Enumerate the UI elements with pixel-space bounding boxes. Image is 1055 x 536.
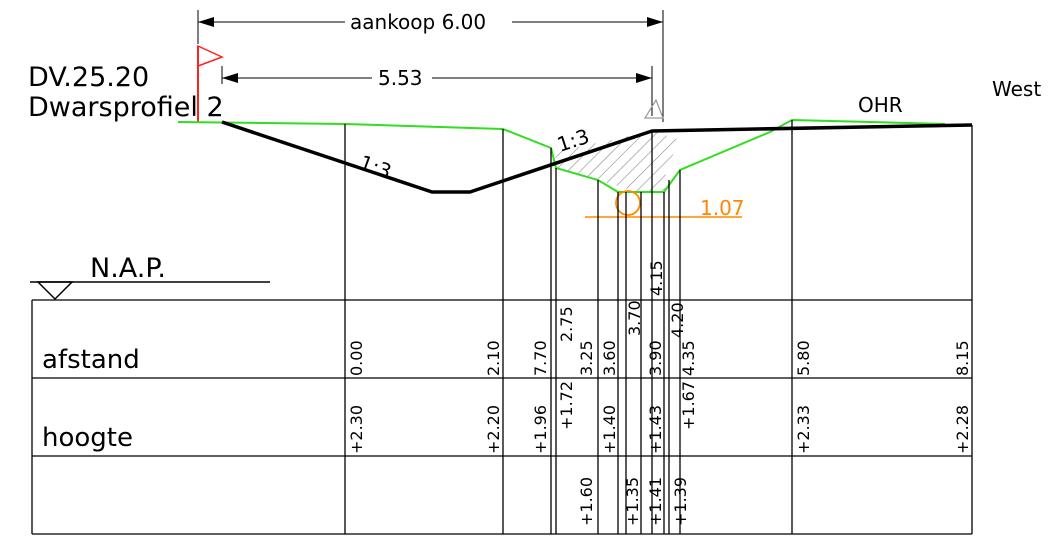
hoogte-value: +1.40 bbox=[600, 405, 619, 454]
dimension-inner: 5.53 bbox=[221, 66, 653, 116]
direction-label: West bbox=[992, 77, 1041, 101]
dimension-aankoop-label: aankoop 6.00 bbox=[350, 10, 486, 34]
afstand-value: 7.70 bbox=[531, 340, 550, 376]
hoogte-value: +2.33 bbox=[794, 405, 813, 454]
design-profile bbox=[221, 120, 973, 194]
hoogte-value: +2.28 bbox=[953, 405, 972, 454]
afstand-value: 8.15 bbox=[953, 340, 972, 376]
extra-value: +1.39 bbox=[671, 477, 690, 526]
afstand-value: 3.90 bbox=[646, 340, 665, 376]
nap-label: N.A.P. bbox=[90, 253, 166, 284]
row-label-hoogte: hoogte bbox=[42, 423, 133, 453]
afstand-value: 0.00 bbox=[347, 340, 366, 376]
afstand-value: 3.25 bbox=[577, 340, 596, 376]
level-marker-icon bbox=[643, 98, 664, 119]
afstand-value: 5.80 bbox=[794, 340, 813, 376]
dimension-aankoop: aankoop 6.00 bbox=[197, 10, 664, 122]
hoogte-value: +1.72 bbox=[557, 381, 576, 430]
extra-value: +1.41 bbox=[646, 477, 665, 526]
depth-marker-label: 1.07 bbox=[700, 196, 745, 220]
hoogte-value: +1.67 bbox=[679, 381, 698, 430]
fill-area bbox=[555, 131, 680, 193]
dimension-inner-label: 5.53 bbox=[378, 66, 423, 90]
afstand-value: 2.75 bbox=[557, 306, 576, 342]
hoogte-value: +2.20 bbox=[484, 405, 503, 454]
nap-datum: N.A.P. bbox=[30, 253, 270, 301]
extra-value: +1.60 bbox=[577, 477, 596, 526]
hoogte-value: +2.30 bbox=[347, 405, 366, 454]
afstand-value: 3.60 bbox=[600, 340, 619, 376]
profile-table bbox=[31, 299, 972, 535]
afstand-value: 3.70 bbox=[625, 300, 644, 336]
drawing-subtitle: Dwarsprofiel 2 bbox=[28, 92, 224, 123]
afstand-value: 4.20 bbox=[668, 302, 687, 338]
hoogte-value: +1.43 bbox=[646, 405, 665, 454]
flag-icon bbox=[197, 44, 224, 122]
afstand-value: 4.15 bbox=[647, 260, 666, 296]
drawing-code: DV.25.20 bbox=[28, 62, 149, 93]
ohr-label: OHR bbox=[858, 93, 903, 117]
row-label-afstand: afstand bbox=[42, 345, 140, 375]
station-lines bbox=[344, 120, 973, 534]
depth-marker: 1.07 bbox=[585, 190, 745, 220]
hoogte-value: +1.96 bbox=[531, 405, 550, 454]
afstand-value: 2.10 bbox=[484, 340, 503, 376]
extra-value: +1.35 bbox=[623, 477, 642, 526]
afstand-value: 4.35 bbox=[679, 340, 698, 376]
